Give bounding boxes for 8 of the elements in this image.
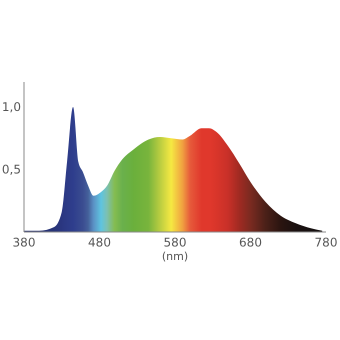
- x-tick-label: 580: [164, 236, 186, 250]
- x-tick-label: 780: [314, 236, 338, 250]
- y-tick-label: 1,0: [2, 100, 21, 114]
- x-tick-label: 380: [12, 236, 36, 250]
- x-tick-label: 680: [239, 236, 262, 250]
- x-tick-label: 480: [88, 236, 111, 250]
- y-tick-label: 0,5: [2, 162, 21, 176]
- x-axis-title: (nm): [162, 250, 188, 263]
